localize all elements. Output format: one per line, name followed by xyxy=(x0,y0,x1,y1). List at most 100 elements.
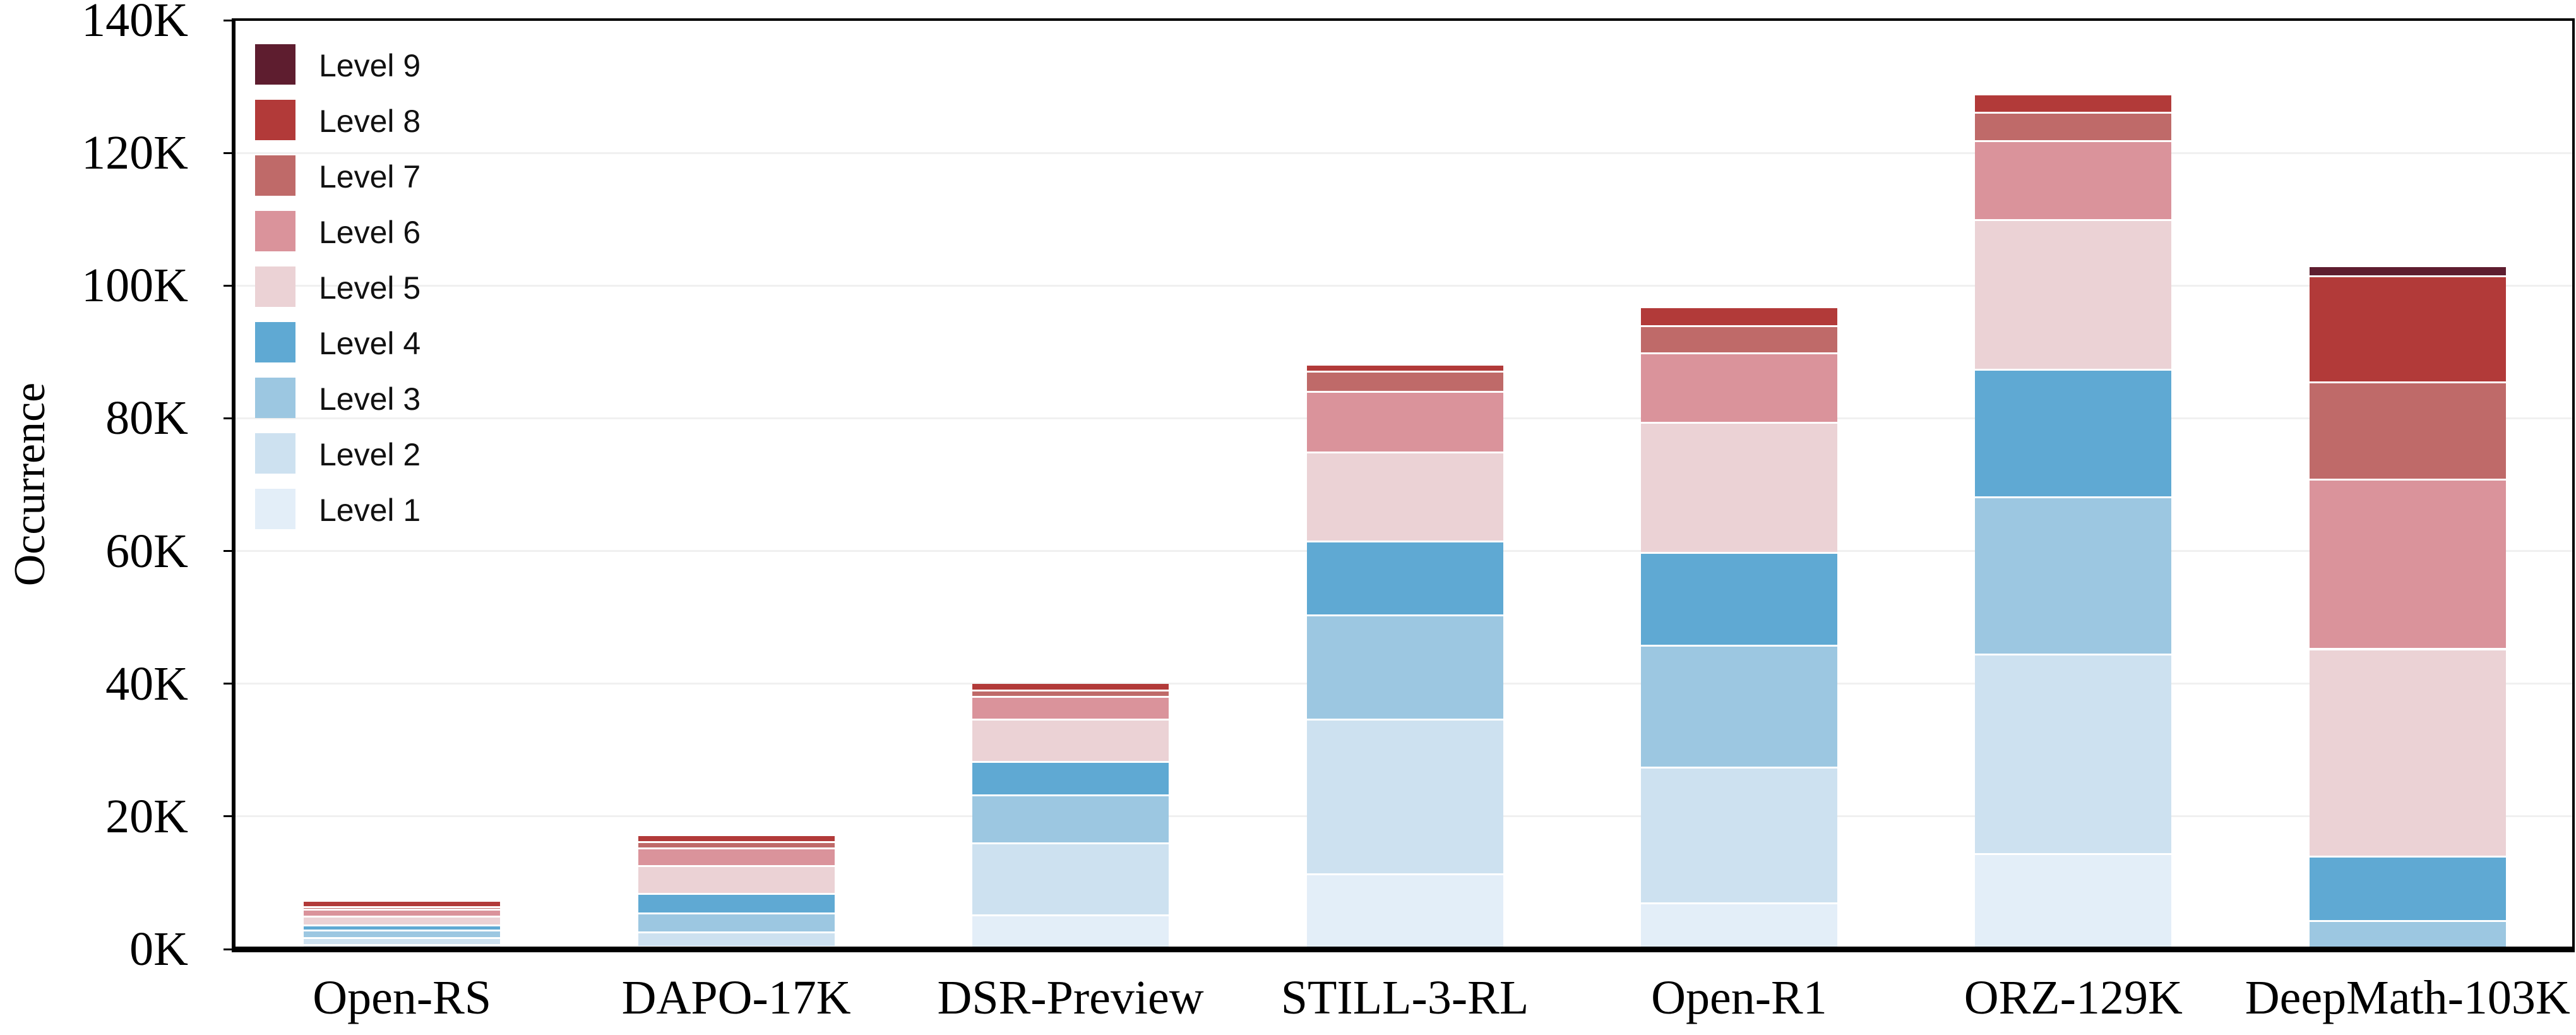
bar-open-r1-segment-level-1 xyxy=(1640,902,1837,949)
bar-dsr-preview-segment-level-2 xyxy=(972,842,1169,915)
legend-label-level-1: Level 1 xyxy=(319,493,421,528)
y-tick-label-140k: 140K xyxy=(81,0,188,47)
bar-dapo-17k-segment-level-2 xyxy=(638,931,835,947)
x-tick-label-orz-129k: ORZ-129K xyxy=(1964,971,2183,1024)
bar-open-r1-segment-level-5 xyxy=(1640,421,1837,552)
x-tick-label-open-rs: Open-RS xyxy=(313,971,492,1024)
legend-swatch-level-8 xyxy=(255,100,295,140)
legend-label-level-6: Level 6 xyxy=(319,215,421,250)
bar-orz-129k-segment-level-4 xyxy=(1975,368,2172,497)
bar-dapo-17k-segment-level-7 xyxy=(638,841,835,847)
bar-orz-129k-segment-level-3 xyxy=(1975,496,2172,654)
y-tick-mark-40k xyxy=(224,683,235,685)
y-tick-mark-80k xyxy=(224,417,235,419)
legend-label-level-3: Level 3 xyxy=(319,381,421,417)
legend-swatch-level-5 xyxy=(255,266,295,307)
bar-deepmath-103k-segment-level-8 xyxy=(2309,275,2506,382)
bar-open-r1-segment-level-3 xyxy=(1640,644,1837,767)
legend-swatch-level-6 xyxy=(255,211,295,251)
bar-open-rs-segment-level-8 xyxy=(304,902,501,906)
bar-deepmath-103k-segment-level-6 xyxy=(2309,478,2506,649)
bar-orz-129k-segment-level-2 xyxy=(1975,654,2172,853)
bar-dapo-17k-segment-level-4 xyxy=(638,893,835,912)
y-tick-mark-100k xyxy=(224,284,235,287)
bar-orz-129k-segment-level-1 xyxy=(1975,853,2172,949)
x-tick-label-deepmath-103k: DeepMath-103K xyxy=(2245,971,2570,1024)
x-tick-label-open-r1: Open-R1 xyxy=(1651,971,1827,1024)
bar-deepmath-103k-segment-level-4 xyxy=(2309,856,2506,921)
bar-open-rs-segment-level-5 xyxy=(304,915,501,924)
y-tick-mark-120k xyxy=(224,152,235,154)
y-tick-mark-20k xyxy=(224,815,235,818)
bar-dsr-preview-segment-level-4 xyxy=(972,760,1169,795)
legend-swatch-level-1 xyxy=(255,489,295,529)
bar-open-r1-segment-level-7 xyxy=(1640,325,1837,353)
bar-orz-129k-segment-level-6 xyxy=(1975,140,2172,220)
legend-swatch-level-2 xyxy=(255,433,295,474)
bar-still-3-rl-segment-level-8 xyxy=(1306,366,1503,371)
legend-label-level-9: Level 9 xyxy=(319,48,421,83)
bar-dsr-preview-segment-level-8 xyxy=(972,684,1169,690)
legend-swatch-level-4 xyxy=(255,322,295,362)
bar-open-rs-segment-level-6 xyxy=(304,909,501,916)
x-tick-label-dsr-preview: DSR-Preview xyxy=(937,971,1204,1024)
bar-dsr-preview-segment-level-1 xyxy=(972,914,1169,949)
legend-swatch-level-7 xyxy=(255,155,295,196)
y-tick-label-100k: 100K xyxy=(81,259,188,313)
bar-still-3-rl-segment-level-3 xyxy=(1306,614,1503,719)
bar-deepmath-103k-segment-level-5 xyxy=(2309,648,2506,856)
legend-swatch-level-3 xyxy=(255,378,295,418)
bar-still-3-rl-segment-level-4 xyxy=(1306,540,1503,615)
y-tick-label-20k: 20K xyxy=(105,789,188,843)
legend-label-level-4: Level 4 xyxy=(319,326,421,361)
y-tick-mark-140k xyxy=(224,19,235,21)
bar-open-rs-segment-level-3 xyxy=(304,930,501,937)
bar-deepmath-103k-segment-level-3 xyxy=(2309,920,2506,948)
bar-open-r1-segment-level-4 xyxy=(1640,551,1837,645)
bar-open-rs-segment-level-7 xyxy=(304,906,501,909)
y-tick-label-0k: 0K xyxy=(129,923,188,976)
bar-still-3-rl-segment-level-1 xyxy=(1306,873,1503,949)
bar-dsr-preview-segment-level-6 xyxy=(972,695,1169,719)
bar-dapo-17k-segment-level-8 xyxy=(638,835,835,842)
bar-open-r1-segment-level-6 xyxy=(1640,352,1837,422)
bar-still-3-rl-segment-level-2 xyxy=(1306,719,1503,874)
bar-dsr-preview-segment-level-3 xyxy=(972,794,1169,842)
gridline-120k xyxy=(235,152,2575,154)
y-tick-label-40k: 40K xyxy=(105,657,188,710)
legend-label-level-8: Level 8 xyxy=(319,104,421,139)
bar-dsr-preview-segment-level-5 xyxy=(972,719,1169,761)
bar-still-3-rl-segment-level-6 xyxy=(1306,391,1503,452)
y-tick-label-80k: 80K xyxy=(105,392,188,445)
bar-open-rs-segment-level-2 xyxy=(304,936,501,945)
y-tick-label-60k: 60K xyxy=(105,524,188,578)
gridline-100k xyxy=(235,284,2575,287)
y-tick-label-120k: 120K xyxy=(81,126,188,180)
bar-still-3-rl-segment-level-7 xyxy=(1306,370,1503,392)
y-tick-mark-60k xyxy=(224,550,235,553)
bar-open-rs-segment-level-4 xyxy=(304,924,501,930)
y-tick-mark-0k xyxy=(224,948,235,950)
bar-deepmath-103k-segment-level-9 xyxy=(2309,267,2506,275)
bar-deepmath-103k-segment-level-7 xyxy=(2309,381,2506,479)
legend-label-level-7: Level 7 xyxy=(319,159,421,194)
bar-open-r1-segment-level-8 xyxy=(1640,308,1837,326)
x-tick-label-still-3-rl: STILL-3-RL xyxy=(1280,971,1529,1024)
bar-dsr-preview-segment-level-7 xyxy=(972,690,1169,696)
bar-dapo-17k-segment-level-5 xyxy=(638,865,835,894)
x-tick-label-dapo-17k: DAPO-17K xyxy=(621,971,851,1024)
bar-open-r1-segment-level-2 xyxy=(1640,767,1837,903)
y-axis-title: Occurrence xyxy=(6,382,54,587)
bar-orz-129k-segment-level-8 xyxy=(1975,95,2172,112)
bar-dapo-17k-segment-level-3 xyxy=(638,912,835,932)
bar-orz-129k-segment-level-7 xyxy=(1975,111,2172,141)
bar-orz-129k-segment-level-5 xyxy=(1975,219,2172,369)
bar-dapo-17k-segment-level-6 xyxy=(638,847,835,866)
legend-swatch-level-9 xyxy=(255,44,295,85)
legend-label-level-5: Level 5 xyxy=(319,270,421,306)
bar-still-3-rl-segment-level-5 xyxy=(1306,451,1503,541)
legend-label-level-2: Level 2 xyxy=(319,437,421,472)
